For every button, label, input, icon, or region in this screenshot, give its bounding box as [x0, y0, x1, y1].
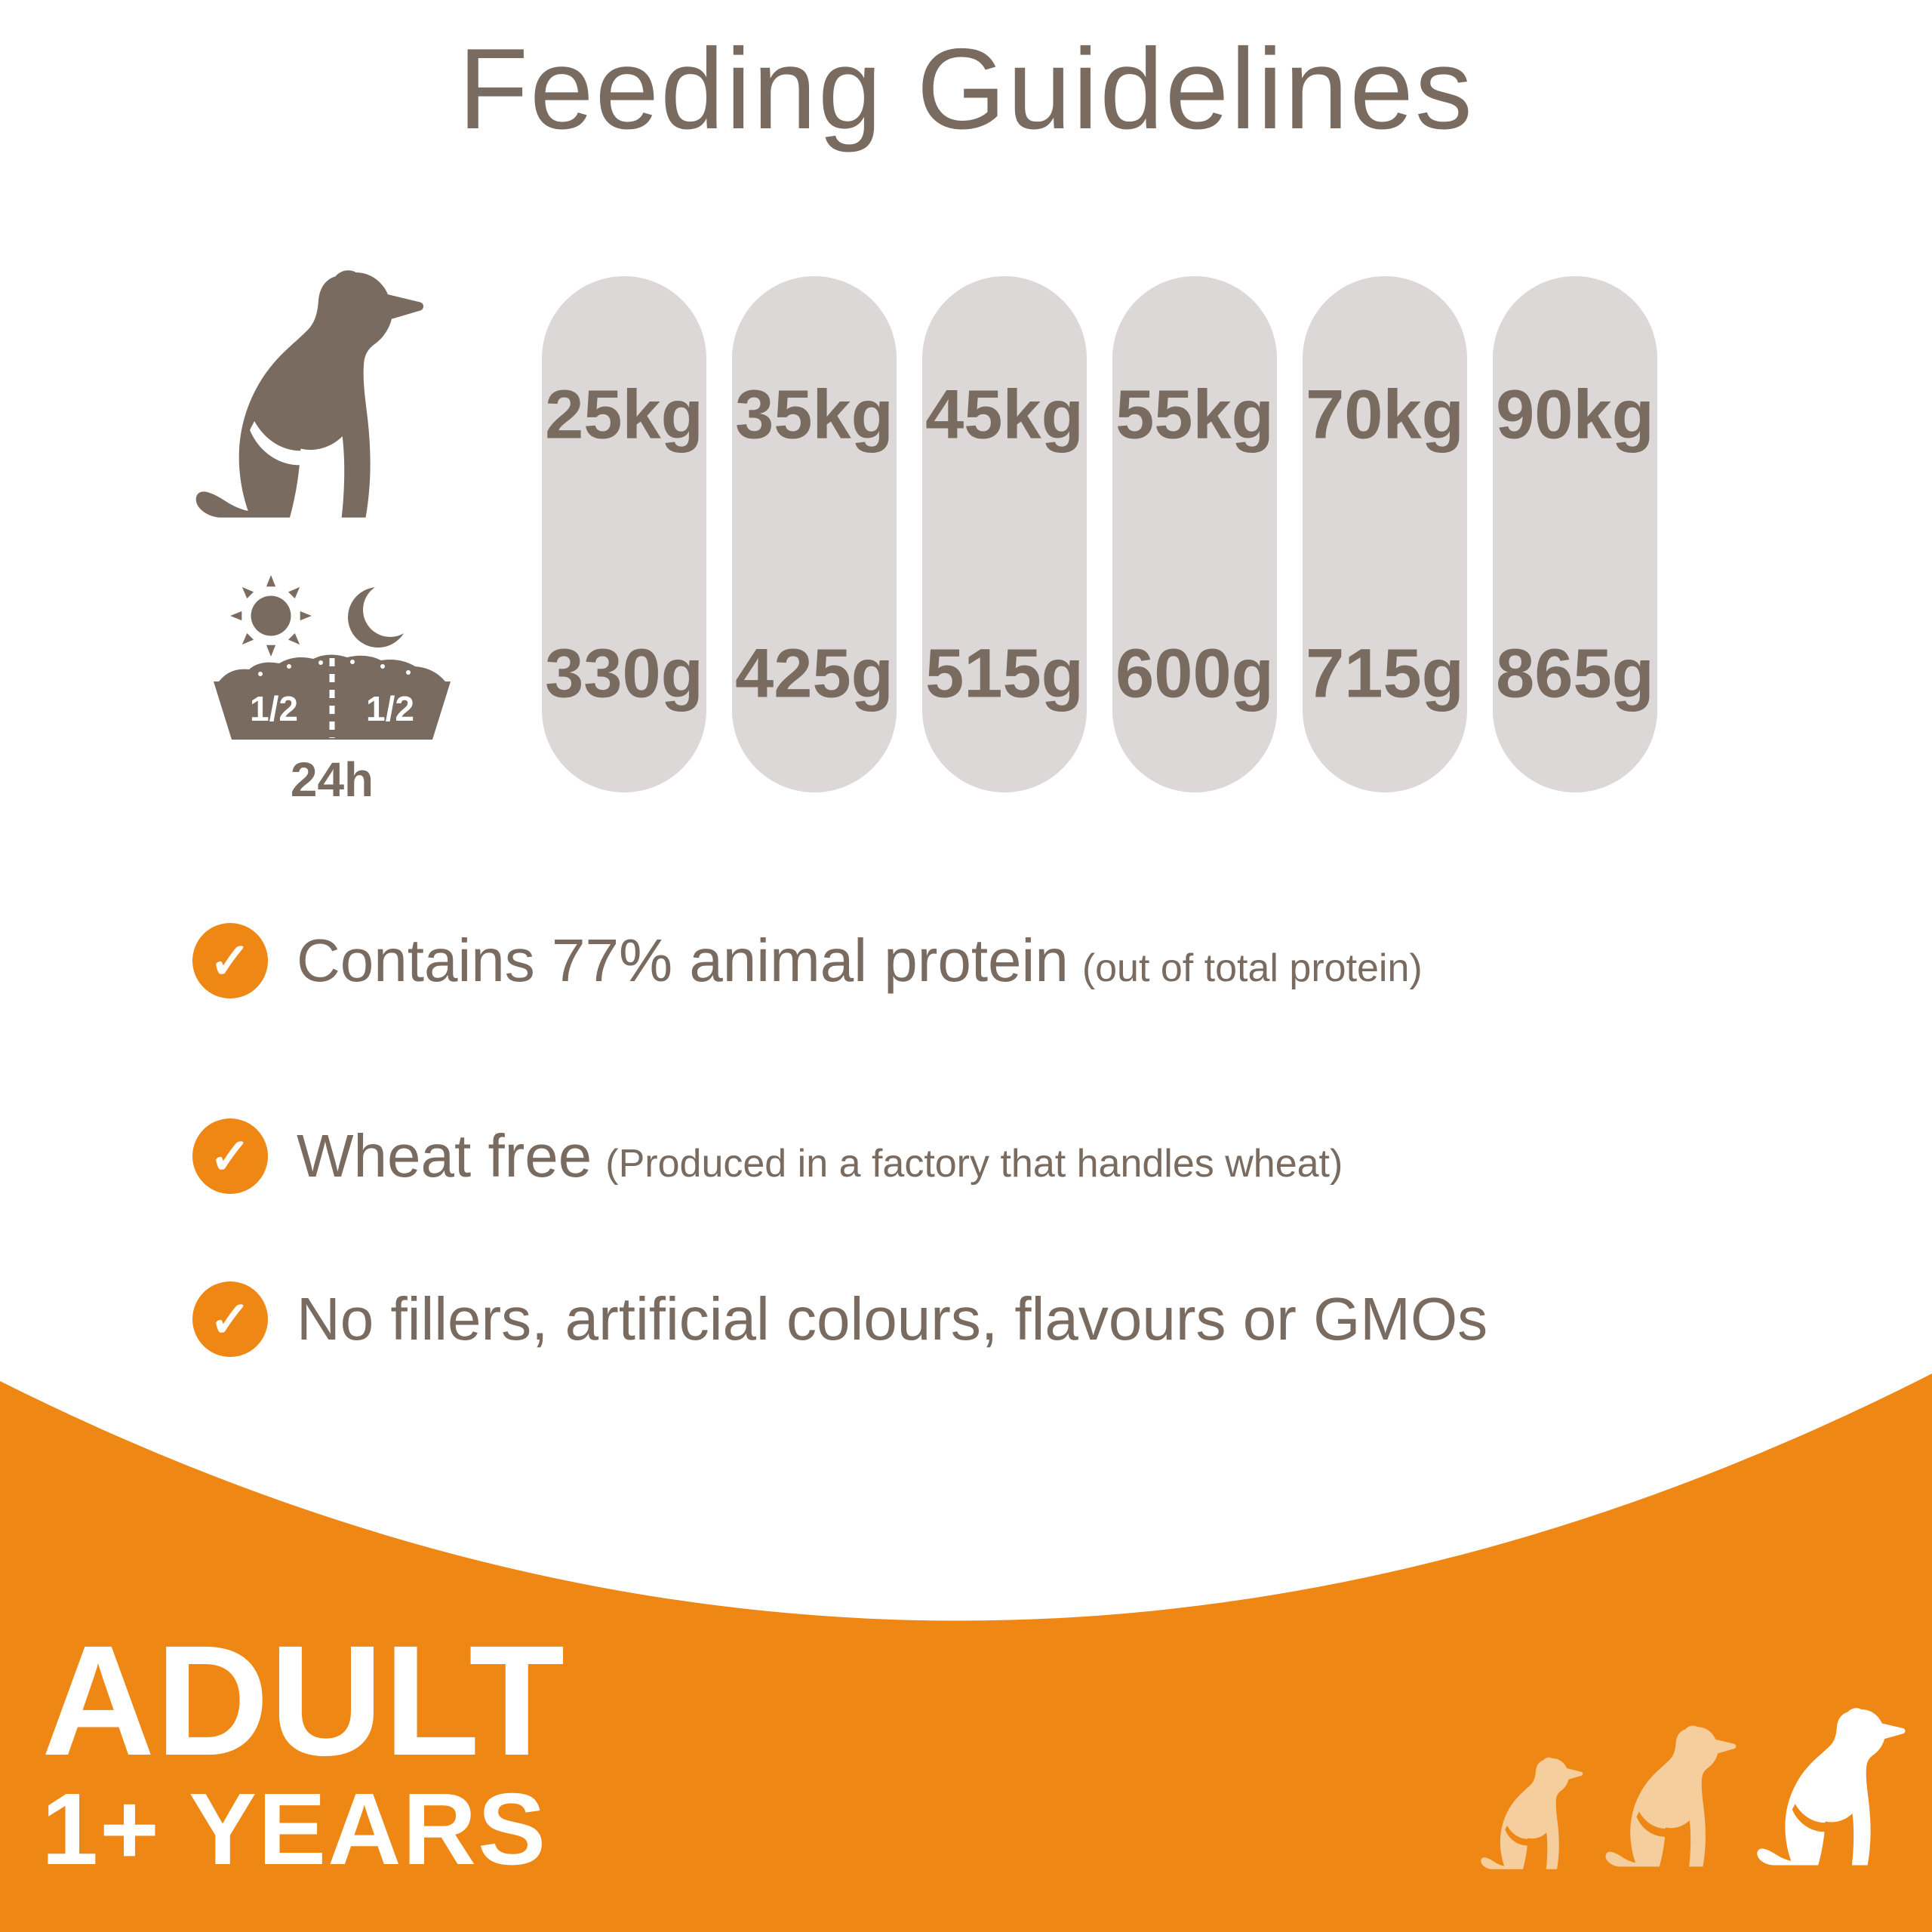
feeding-column: 55kg 600g [1112, 276, 1277, 792]
medium-dog-icon [1601, 1722, 1746, 1879]
page-title: Feeding Guidelines [458, 25, 1474, 153]
amount-label: 330g [545, 635, 703, 712]
check-icon: ✓ [192, 1281, 268, 1357]
weight-label: 70kg [1306, 376, 1464, 454]
feeding-column: 25kg 330g [542, 276, 706, 792]
day-portion-label: 1/2 [250, 689, 298, 728]
feeding-column: 35kg 425g [732, 276, 897, 792]
checklist-note: (out of total protein) [1081, 946, 1423, 990]
footer-curve [0, 1374, 1932, 1932]
feeding-period-label: 24h [290, 752, 374, 807]
amount-label: 425g [735, 635, 894, 712]
amount-label: 715g [1306, 635, 1464, 712]
sitting-dog-icon [189, 264, 441, 540]
feeding-column: 90kg 865g [1493, 276, 1657, 792]
amount-label: 515g [925, 635, 1084, 712]
checklist-text: Contains 77% animal protein [297, 927, 1069, 994]
large-dog-icon [1752, 1704, 1917, 1879]
checklist-note: (Produced in a factory that handles whea… [605, 1142, 1343, 1186]
amount-label: 600g [1115, 635, 1274, 712]
night-portion-label: 1/2 [366, 689, 414, 728]
small-dog-icon [1478, 1755, 1591, 1879]
moon-icon [348, 583, 416, 648]
sun-icon [230, 575, 312, 657]
weight-label: 90kg [1496, 376, 1654, 454]
feeding-column: 45kg 515g [922, 276, 1087, 792]
check-icon: ✓ [192, 1118, 268, 1194]
feeding-column: 70kg 715g [1303, 276, 1467, 792]
food-bowl-icon: 1/2 1/2 [214, 654, 451, 740]
weight-label: 25kg [545, 376, 703, 454]
checklist-item: ✓ No fillers, artificial colours, flavou… [192, 1281, 1501, 1357]
weight-label: 45kg [925, 376, 1084, 454]
feeding-table: 25kg 330g 35kg 425g 45kg 515g 55kg 600g … [542, 276, 1657, 792]
life-stage-label: ADULT [42, 1614, 566, 1789]
check-icon: ✓ [192, 923, 268, 998]
age-range-label: 1+ YEARS [42, 1772, 548, 1886]
checklist-item: ✓ Contains 77% animal protein (out of tot… [192, 923, 1423, 998]
weight-label: 35kg [735, 376, 894, 454]
amount-label: 865g [1496, 635, 1654, 712]
checklist-text: Wheat free [297, 1122, 592, 1189]
checklist-text: No fillers, artificial colours, flavours… [297, 1285, 1488, 1352]
weight-label: 55kg [1115, 376, 1274, 454]
checklist-item: ✓ Wheat free (Produced in a factory that … [192, 1118, 1343, 1194]
